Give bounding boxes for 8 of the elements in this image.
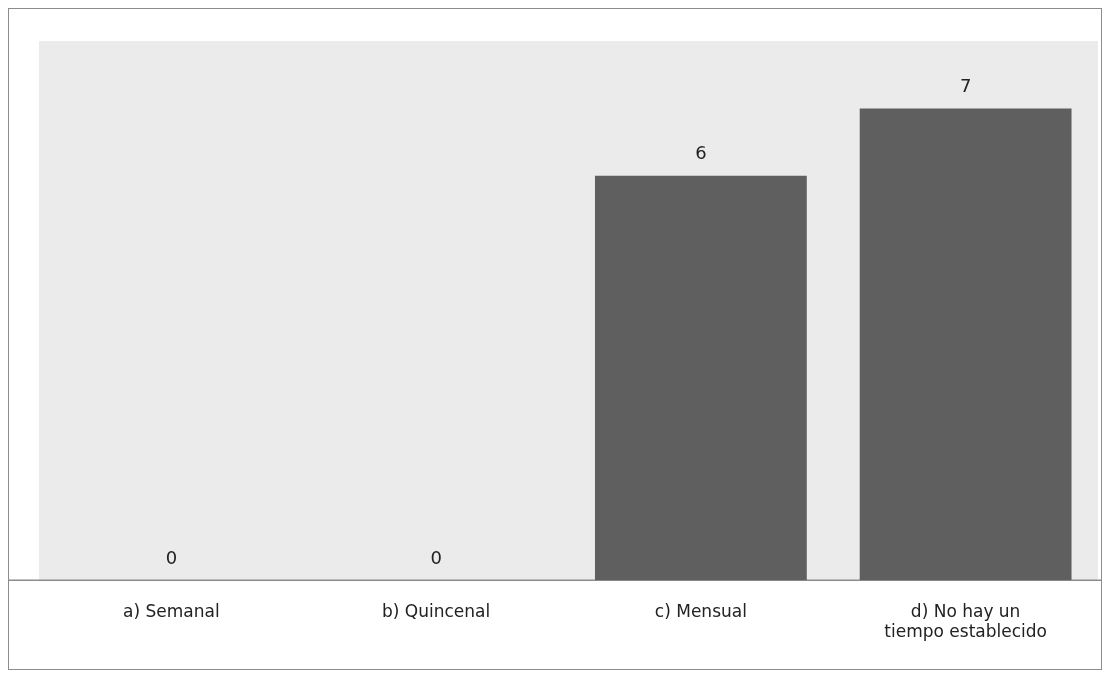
x-tick-label: a) Semanal [123, 600, 220, 621]
x-tick-label: b) Quincenal [382, 600, 491, 621]
data-label: 6 [695, 142, 707, 164]
data-label: 0 [165, 546, 178, 568]
x-tick-label: c) Mensual [654, 600, 747, 621]
data-label: 0 [430, 546, 442, 568]
x-tick-label: d) No hay un tiempo establecido [884, 600, 1047, 642]
data-label: 7 [959, 75, 972, 97]
